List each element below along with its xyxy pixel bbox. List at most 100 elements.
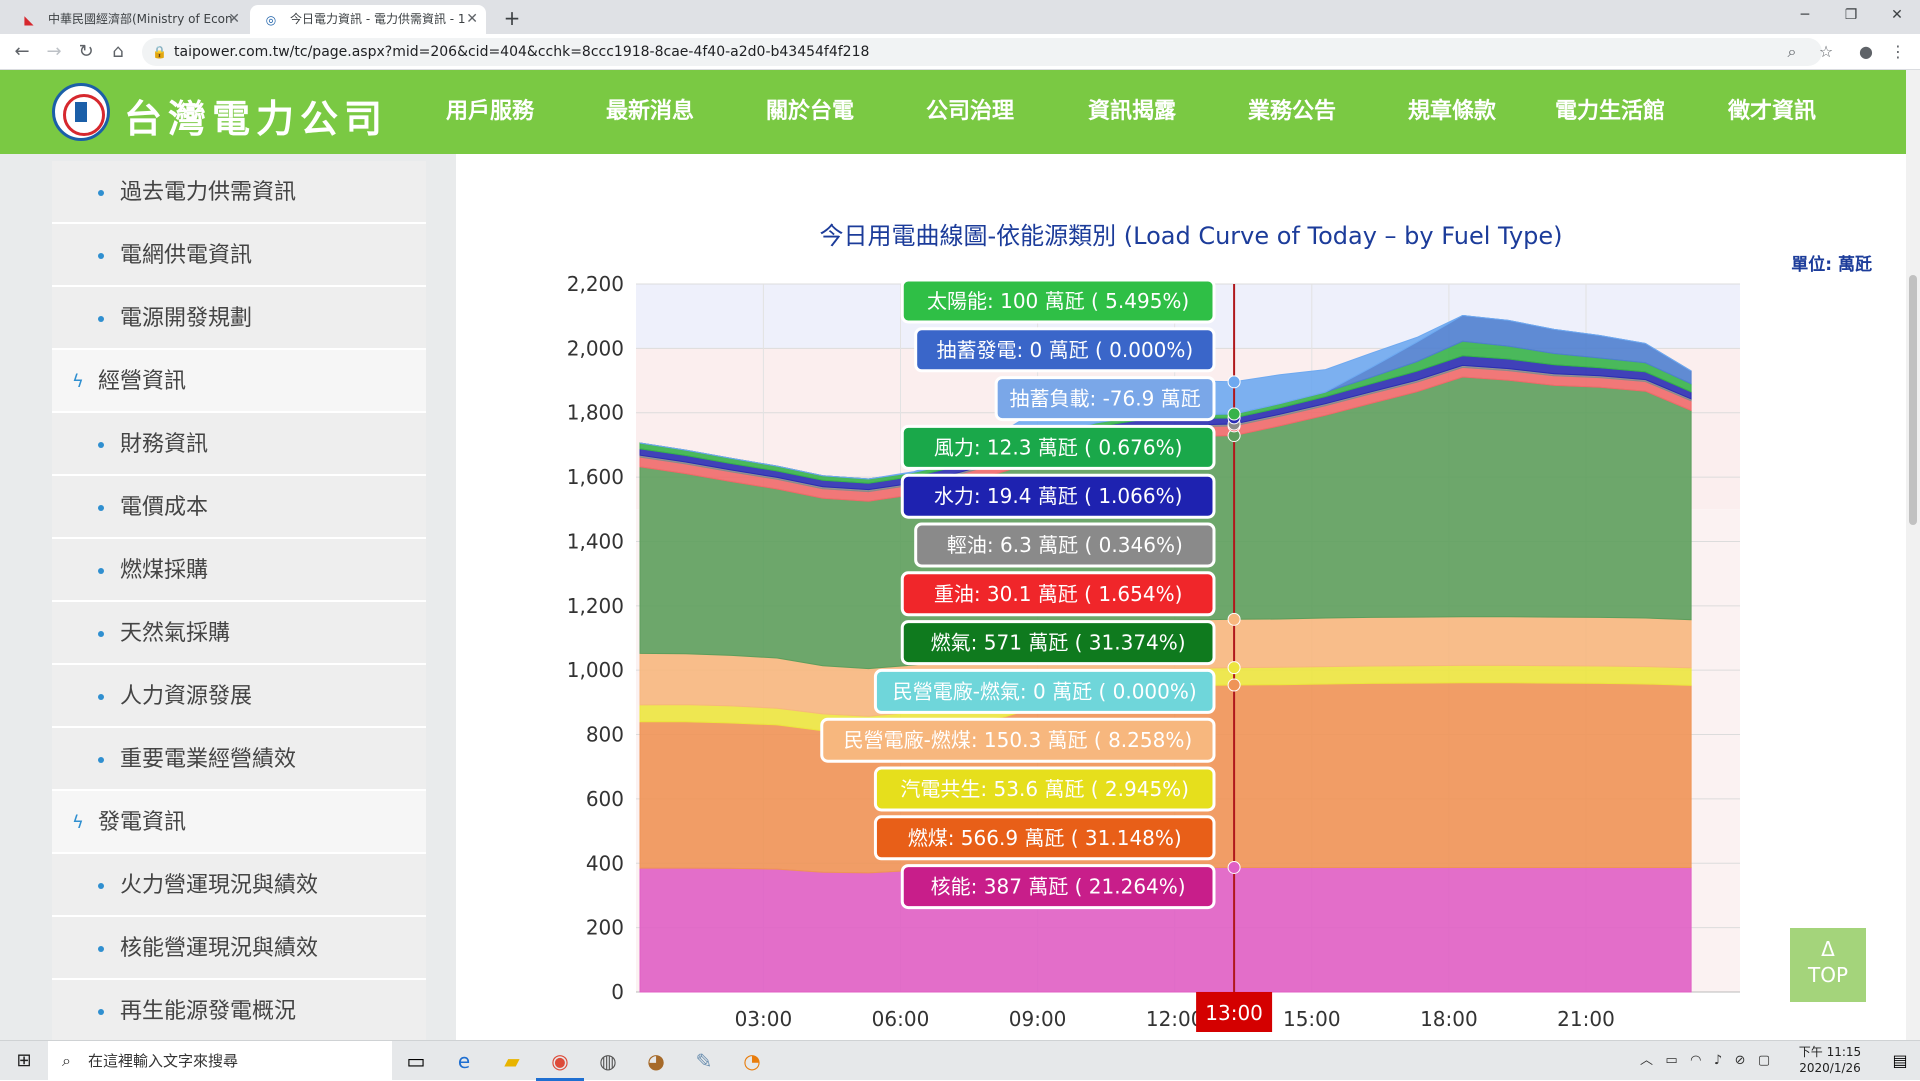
new-tab-icon[interactable]: + <box>503 6 521 30</box>
taskbar-clock[interactable]: 下午 11:15 2020/1/26 <box>1790 1044 1870 1076</box>
moea-favicon-icon: ◣ <box>24 13 34 27</box>
browser-menu-icon[interactable]: ⋮ <box>1890 42 1906 61</box>
tooltip-text: 核能: 387 萬瓩 ( 21.264%) <box>931 875 1186 899</box>
tooltip-太陽能: 太陽能: 100 萬瓩 ( 5.495%) <box>900 278 1216 324</box>
tooltip-box <box>873 766 1216 812</box>
y-tick-label: 800 <box>586 723 624 747</box>
y-tick-label: 2,000 <box>567 336 624 360</box>
close-tab-icon[interactable]: ✕ <box>228 11 240 27</box>
page-scrollbar[interactable] <box>1906 70 1920 1040</box>
sidebar-item-label: 人力資源發展 <box>120 684 253 709</box>
sidebar-item-label: 火力營運現況與績效 <box>120 873 319 898</box>
sidebar-item-grid-supply[interactable]: 電網供電資訊 <box>52 224 426 287</box>
nav-item-life-museum[interactable]: 電力生活館 <box>1554 99 1665 124</box>
app-icon-clock[interactable]: ◍ <box>599 1049 617 1073</box>
sidebar-category-operations[interactable]: ϟ 經營資訊 <box>52 350 426 413</box>
sidebar-item-performance[interactable]: 重要電業經營績效 <box>52 728 426 791</box>
sidebar-item-gas-procurement[interactable]: 天然氣採購 <box>52 602 426 665</box>
taipower-favicon-icon: ◎ <box>265 13 277 27</box>
url-text: taipower.com.tw/tc/page.aspx?mid=206&cid… <box>174 44 870 60</box>
app-icon-tool[interactable]: ✎ <box>695 1049 713 1073</box>
sidebar-item-past-supply[interactable]: 過去電力供需資訊 <box>52 161 426 224</box>
x-tick-label: 09:00 <box>1009 1007 1067 1031</box>
search-placeholder: 在這裡輸入文字來搜尋 <box>88 1052 239 1070</box>
up-arrow-icon: Δ <box>1821 937 1835 961</box>
close-tab-icon[interactable]: ✕ <box>466 11 478 27</box>
nav-item-about[interactable]: 關於台電 <box>765 99 854 124</box>
taipower-logo-icon[interactable] <box>52 83 110 141</box>
sidebar-item-thermal-ops[interactable]: 火力營運現況與績效 <box>52 854 426 917</box>
battery-icon[interactable]: ▭ <box>1665 1053 1678 1068</box>
site-logo-text[interactable]: 台灣電力公司 <box>124 96 389 141</box>
x-tick-label: 12:00 <box>1146 1007 1204 1031</box>
taskbar-search-input[interactable]: ⌕ 在這裡輸入文字來搜尋 <box>48 1041 392 1081</box>
app-icon-mascot[interactable]: ◕ <box>647 1049 665 1073</box>
sidebar-item-label: 重要電業經營績效 <box>120 747 297 772</box>
wifi-icon[interactable]: ◠ <box>1690 1053 1702 1068</box>
nav-item-governance[interactable]: 公司治理 <box>925 99 1014 124</box>
minimize-window-icon[interactable]: ─ <box>1800 7 1810 23</box>
reload-icon[interactable]: ↻ <box>78 41 94 62</box>
file-explorer-icon[interactable]: ▰ <box>504 1049 520 1073</box>
x-tick-label: 06:00 <box>872 1007 930 1031</box>
notification-icon[interactable]: ▤ <box>1892 1051 1908 1070</box>
top-label: TOP <box>1807 963 1849 987</box>
y-tick-label: 1,200 <box>567 594 624 618</box>
browser-tab-taipower[interactable]: ◎ 今日電力資訊 - 電力供需資訊 - 1 ✕ <box>250 5 486 34</box>
tooltip-box <box>900 864 1216 910</box>
forward-arrow-icon[interactable]: → <box>46 41 62 62</box>
x-tick-label: 21:00 <box>1557 1007 1615 1031</box>
home-icon[interactable]: ⌂ <box>112 41 124 62</box>
tooltip-box <box>914 522 1216 568</box>
zoom-icon[interactable]: ⌕ <box>1787 42 1797 61</box>
ime-icon[interactable]: ⊘ <box>1734 1053 1746 1068</box>
tooltip-text: 民營電廠-燃煤: 150.3 萬瓩 ( 8.258%) <box>844 728 1193 752</box>
sidebar-item-tariff-cost[interactable]: 電價成本 <box>52 476 426 539</box>
scrollbar-thumb[interactable] <box>1909 275 1917 525</box>
y-tick-label: 1,800 <box>567 401 624 425</box>
chevron-up-icon[interactable]: ︿ <box>1640 1053 1654 1068</box>
sidebar-item-label: 燃煤採購 <box>120 558 209 583</box>
nav-item-news[interactable]: 最新消息 <box>605 99 694 124</box>
back-arrow-icon[interactable]: ← <box>14 41 30 62</box>
restore-window-icon[interactable]: ❐ <box>1844 7 1858 23</box>
tooltip-text: 汽電共生: 53.6 萬瓩 ( 2.945%) <box>900 777 1189 801</box>
blender-icon[interactable]: ◔ <box>743 1049 761 1073</box>
nav-item-regulations[interactable]: 規章條款 <box>1407 99 1496 124</box>
sidebar-item-nuclear-ops[interactable]: 核能營運現況與績效 <box>52 917 426 980</box>
sidebar-item-hr-development[interactable]: 人力資源發展 <box>52 665 426 728</box>
nav-item-disclosure[interactable]: 資訊揭露 <box>1087 99 1176 124</box>
sidebar-item-renewable[interactable]: 再生能源發電概況 <box>52 980 426 1040</box>
tooltip-box <box>900 620 1216 666</box>
nav-item-careers[interactable]: 徵才資訊 <box>1727 99 1816 124</box>
scroll-to-top-button[interactable]: Δ TOP <box>1790 928 1866 1002</box>
edge-browser-icon[interactable]: e <box>457 1049 471 1073</box>
nav-item-announcements[interactable]: 業務公告 <box>1247 99 1336 124</box>
nav-item-customer-service[interactable]: 用戶服務 <box>445 99 534 124</box>
lightning-icon: ϟ <box>72 812 84 833</box>
sidebar-item-power-development[interactable]: 電源開發規劃 <box>52 287 426 350</box>
chrome-icon[interactable]: ◉ <box>536 1041 584 1081</box>
tooltip-抽蓄負載: 抽蓄負載: -76.9 萬瓩 <box>994 376 1216 422</box>
tooltip-box <box>873 815 1216 861</box>
sidebar-category-generation[interactable]: ϟ 發電資訊 <box>52 791 426 854</box>
load-curve-chart[interactable]: 0 200 400 600 800 1,000 1,200 1,400 1,600 1,800 2,… <box>456 154 1852 1040</box>
close-window-icon[interactable]: ✕ <box>1891 7 1903 23</box>
address-bar[interactable]: 🔒 taipower.com.tw/tc/page.aspx?mid=206&c… <box>142 38 1822 66</box>
profile-avatar-icon[interactable]: ● <box>1859 42 1873 61</box>
sidebar-item-label: 電源開發規劃 <box>120 306 253 331</box>
tooltip-box <box>994 376 1216 422</box>
tooltip-text: 太陽能: 100 萬瓩 ( 5.495%) <box>927 289 1189 313</box>
bookmark-star-icon[interactable]: ☆ <box>1818 42 1834 61</box>
sidebar-item-label: 發電資訊 <box>98 810 187 835</box>
sidebar-item-coal-procurement[interactable]: 燃煤採購 <box>52 539 426 602</box>
task-view-icon[interactable]: ▭ <box>406 1049 426 1073</box>
clipboard-icon[interactable]: ▢ <box>1757 1053 1771 1068</box>
sidebar-item-label: 經營資訊 <box>98 369 187 394</box>
volume-icon[interactable]: ♪ <box>1713 1053 1723 1068</box>
browser-tab-moea[interactable]: ◣ 中華民國經濟部(Ministry of Econ ✕ <box>8 5 248 34</box>
system-tray[interactable]: ︿ ▭ ◠ ♪ ⊘ ▢ <box>1640 1041 1770 1081</box>
windows-start-icon[interactable]: ⊞ <box>16 1050 32 1071</box>
tooltip-核能: 核能: 387 萬瓩 ( 21.264%) <box>900 864 1216 910</box>
sidebar-item-finance[interactable]: 財務資訊 <box>52 413 426 476</box>
